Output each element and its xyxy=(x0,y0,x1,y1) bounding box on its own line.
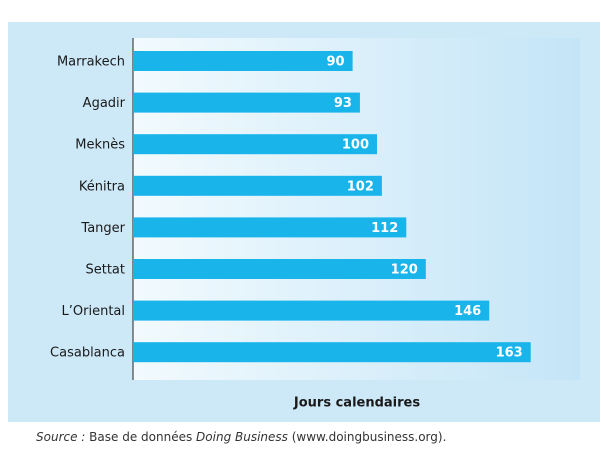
bar xyxy=(133,175,382,196)
bar xyxy=(133,300,490,321)
category-label: L’Oriental xyxy=(62,304,125,319)
category-label: Tanger xyxy=(80,221,125,236)
source-part: (www.doingbusiness.org). xyxy=(292,430,447,444)
value-label: 100 xyxy=(342,138,369,153)
category-label: Settat xyxy=(85,263,125,278)
value-label: 93 xyxy=(334,96,352,111)
x-axis-label: Jours calendaires xyxy=(293,396,420,411)
plot-area xyxy=(133,38,580,380)
category-label: Agadir xyxy=(83,96,126,111)
source-note: Source : Base de données Doing Business … xyxy=(36,430,446,444)
source-part: Source : xyxy=(36,430,85,444)
bar xyxy=(133,92,360,113)
value-label: 102 xyxy=(347,179,374,194)
value-label: 120 xyxy=(391,263,418,278)
value-label: 90 xyxy=(327,55,345,70)
category-label: Kénitra xyxy=(79,179,125,194)
bar xyxy=(133,51,353,71)
category-label: Casablanca xyxy=(50,346,125,361)
value-label: 146 xyxy=(454,304,481,319)
value-label: 112 xyxy=(371,221,398,236)
source-part: Doing Business xyxy=(196,430,288,444)
bar xyxy=(133,217,407,238)
value-label: 163 xyxy=(496,346,523,361)
bar xyxy=(133,259,426,279)
bar xyxy=(133,342,531,363)
source-part: Base de données xyxy=(89,430,192,444)
category-label: Meknès xyxy=(75,138,125,153)
category-label: Marrakech xyxy=(57,55,125,70)
bar xyxy=(133,134,377,155)
